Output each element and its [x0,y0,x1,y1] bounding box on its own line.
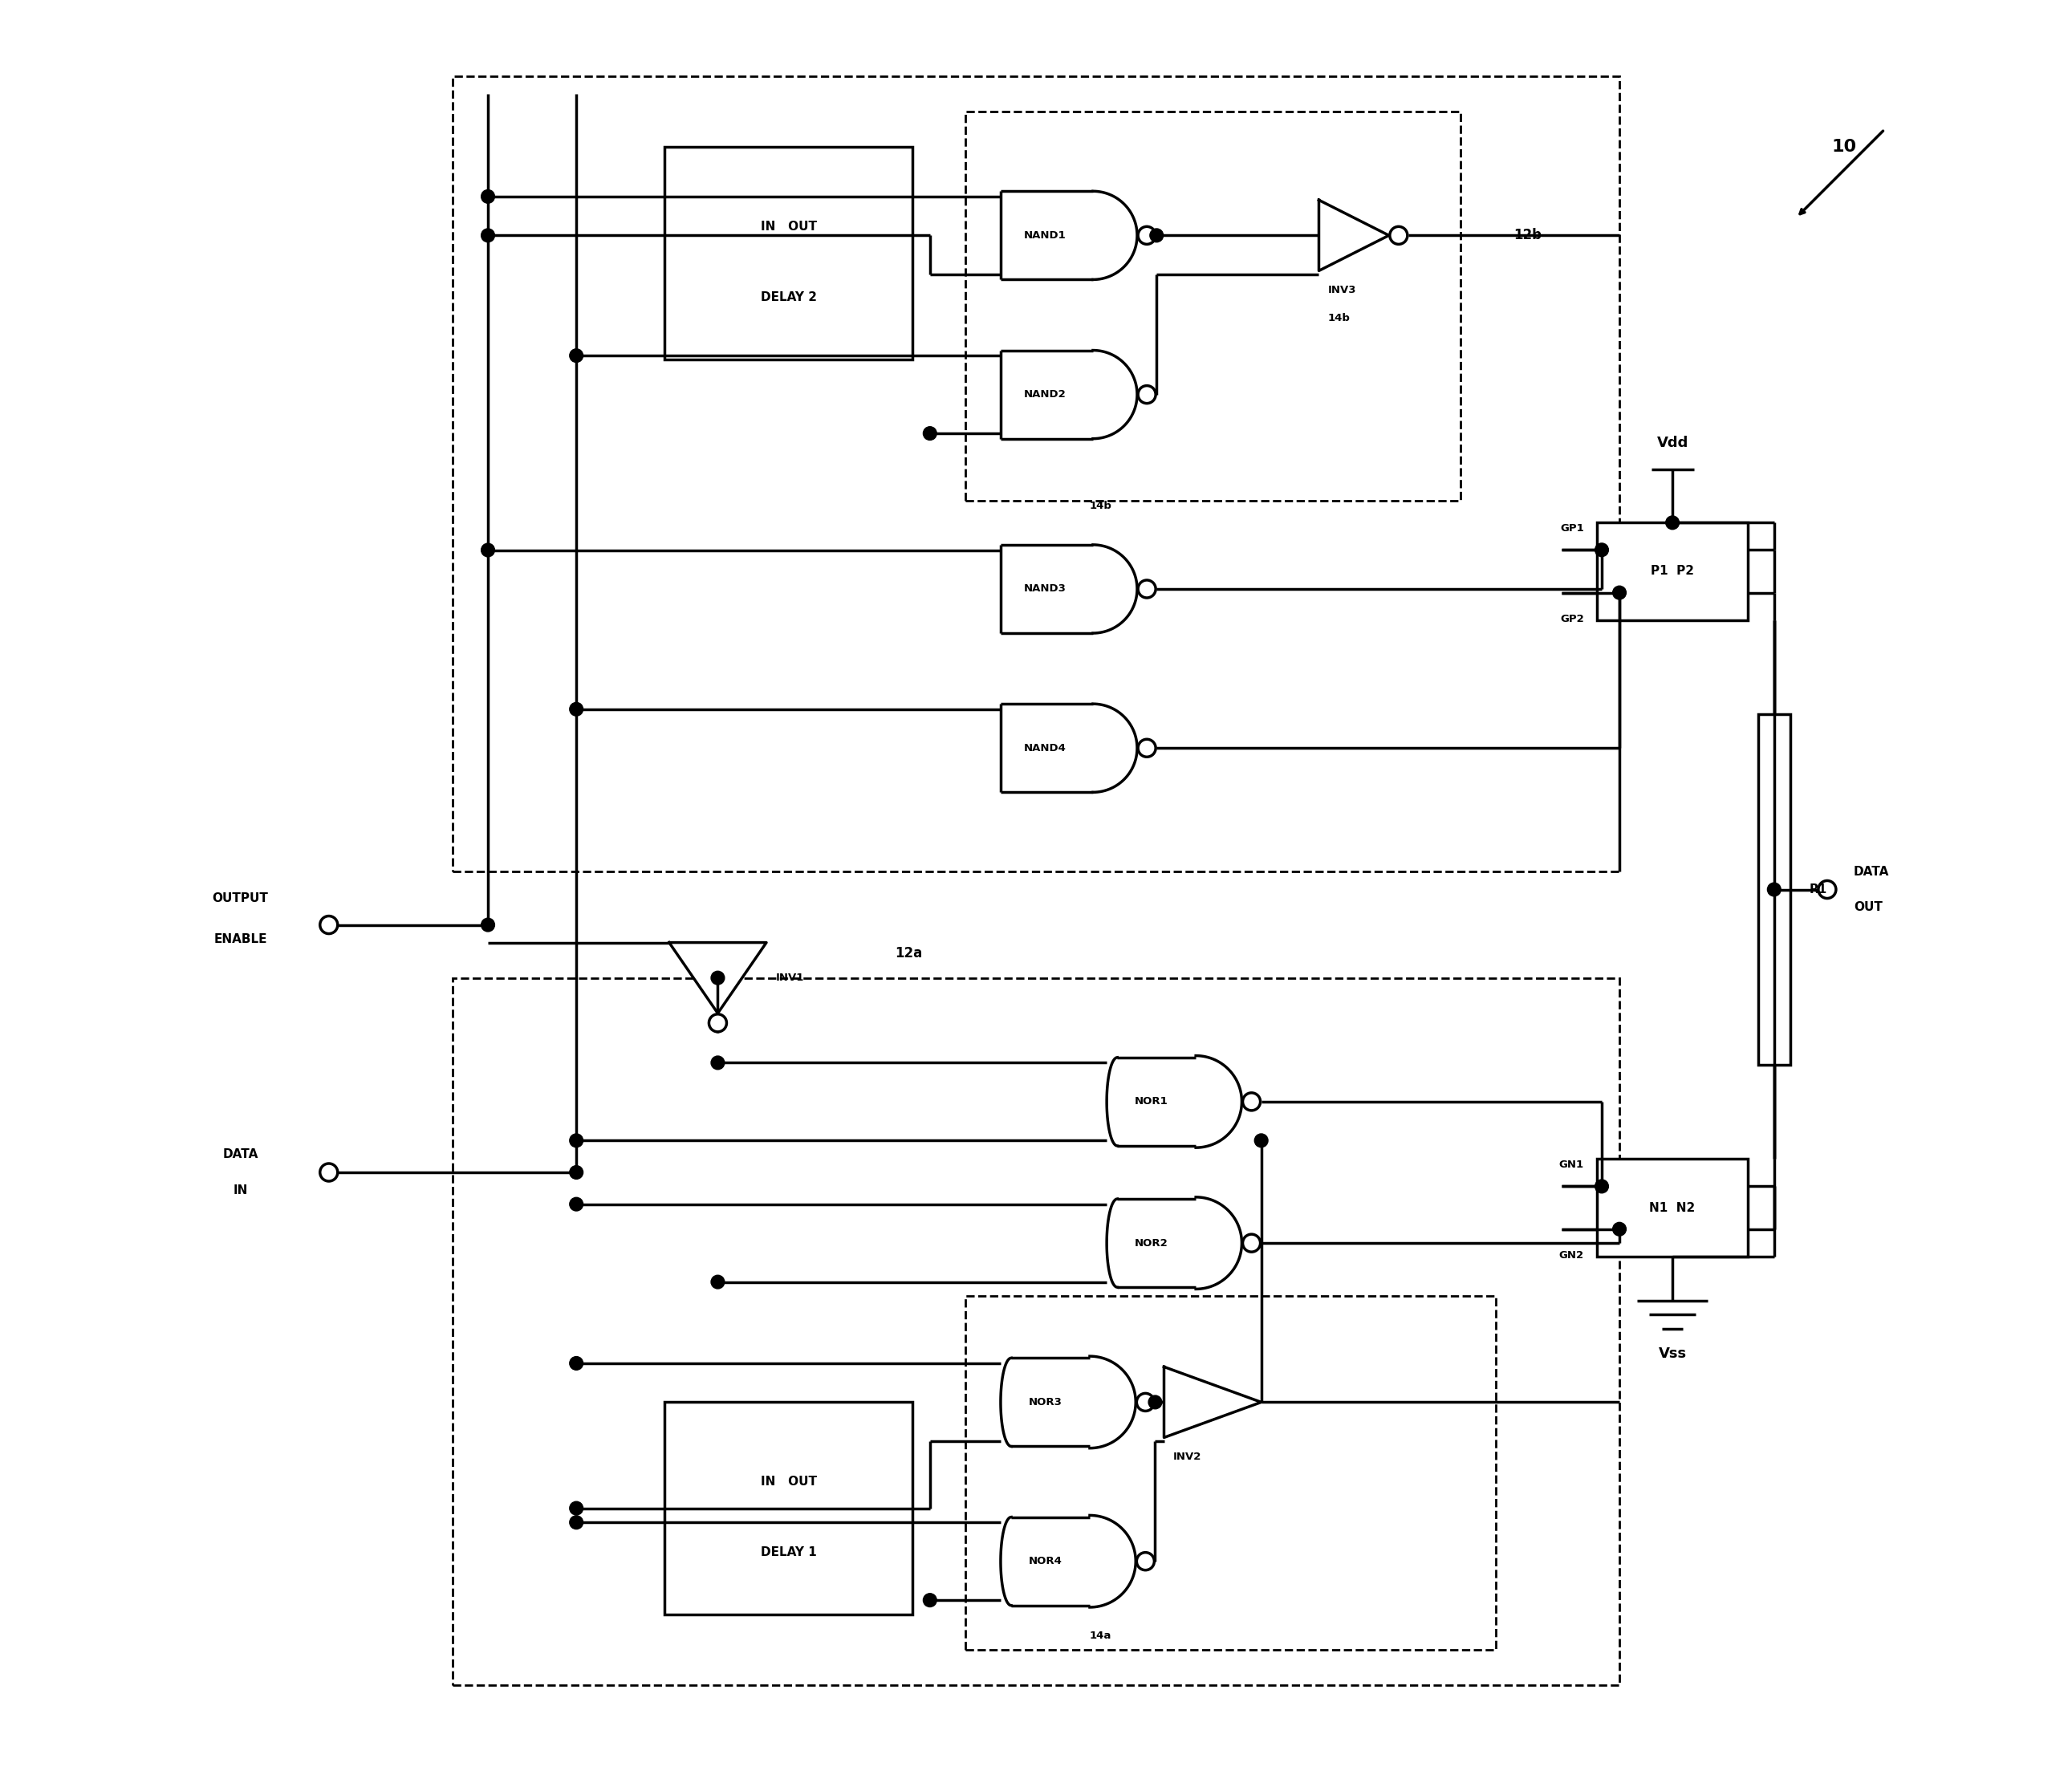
Text: NAND4: NAND4 [1024,744,1067,753]
Text: GN2: GN2 [1558,1251,1585,1261]
Bar [1759,713,1790,1066]
Text: GP2: GP2 [1560,614,1585,624]
Text: ENABLE: ENABLE [213,932,267,945]
Polygon shape [1001,544,1138,633]
Circle shape [1254,1133,1268,1147]
Circle shape [1138,1553,1154,1571]
Circle shape [924,1594,937,1606]
Circle shape [1148,1395,1162,1409]
Bar [966,1297,1496,1649]
Circle shape [711,971,725,984]
Circle shape [1138,386,1156,404]
Circle shape [1150,229,1162,242]
Text: OUTPUT: OUTPUT [213,893,269,904]
Circle shape [711,1057,725,1069]
Circle shape [924,427,937,439]
Text: GP1: GP1 [1560,523,1585,534]
Text: GN1: GN1 [1558,1160,1585,1171]
Text: Vdd: Vdd [1658,436,1689,450]
Bar [1598,523,1747,619]
Text: IN: IN [232,1185,249,1195]
Text: 14b: 14b [1328,313,1351,324]
Bar [452,978,1620,1685]
Text: NOR3: NOR3 [1028,1397,1063,1407]
Text: 12b: 12b [1513,228,1542,242]
Text: IN   OUT: IN OUT [760,221,816,233]
Circle shape [481,918,495,932]
Text: INV1: INV1 [777,973,804,984]
Text: Vss: Vss [1658,1347,1687,1361]
Circle shape [481,229,495,242]
Circle shape [1595,543,1608,557]
Circle shape [1243,1235,1260,1252]
Bar [665,1402,912,1614]
Circle shape [1243,1092,1260,1110]
Circle shape [709,1014,727,1032]
Text: NAND3: NAND3 [1024,584,1067,594]
Circle shape [1612,1222,1627,1236]
Text: NOR1: NOR1 [1135,1096,1169,1107]
Circle shape [570,349,582,363]
Bar [1598,1160,1747,1256]
Text: NAND2: NAND2 [1024,390,1067,400]
Text: R1: R1 [1809,884,1828,895]
Circle shape [1138,580,1156,598]
Text: P1  P2: P1 P2 [1651,566,1695,578]
Circle shape [1612,585,1627,600]
Text: DELAY 2: DELAY 2 [760,292,816,302]
Polygon shape [1320,199,1388,270]
Text: DATA: DATA [222,1149,259,1160]
Text: 14a: 14a [1090,1630,1111,1640]
Text: 14b: 14b [1090,500,1111,511]
Circle shape [1138,740,1156,756]
Polygon shape [1001,704,1138,792]
Polygon shape [1001,190,1138,279]
Polygon shape [1106,1055,1241,1147]
Circle shape [711,1276,725,1288]
Text: DATA: DATA [1854,866,1890,877]
Polygon shape [669,943,767,1014]
Circle shape [570,1501,582,1516]
Text: NOR2: NOR2 [1135,1238,1169,1249]
Text: 12a: 12a [895,946,922,961]
Circle shape [570,1197,582,1211]
Text: INV2: INV2 [1173,1452,1202,1462]
Text: 10: 10 [1832,139,1857,155]
Circle shape [1138,1393,1154,1411]
Circle shape [1819,881,1836,898]
Circle shape [319,916,338,934]
Polygon shape [1164,1366,1262,1437]
Circle shape [570,1165,582,1179]
Circle shape [570,1357,582,1370]
Polygon shape [1001,350,1138,439]
Text: DELAY 1: DELAY 1 [760,1546,816,1558]
Circle shape [319,1163,338,1181]
Circle shape [570,1133,582,1147]
Text: NAND1: NAND1 [1024,229,1067,240]
Polygon shape [1001,1356,1135,1448]
Circle shape [570,1516,582,1530]
Polygon shape [1001,1516,1135,1606]
Circle shape [1595,1179,1608,1194]
Circle shape [481,543,495,557]
Bar [665,148,912,359]
Text: INV3: INV3 [1328,285,1357,295]
Circle shape [570,703,582,715]
Circle shape [481,190,495,203]
Circle shape [1390,226,1407,244]
Bar [966,112,1461,500]
Circle shape [1767,882,1780,897]
Text: IN   OUT: IN OUT [760,1477,816,1487]
Text: OUT: OUT [1854,902,1883,913]
Polygon shape [1106,1197,1241,1290]
Bar [452,76,1620,872]
Text: N1  N2: N1 N2 [1649,1201,1695,1213]
Circle shape [1138,226,1156,244]
Circle shape [1666,516,1678,530]
Text: NOR4: NOR4 [1028,1557,1063,1567]
